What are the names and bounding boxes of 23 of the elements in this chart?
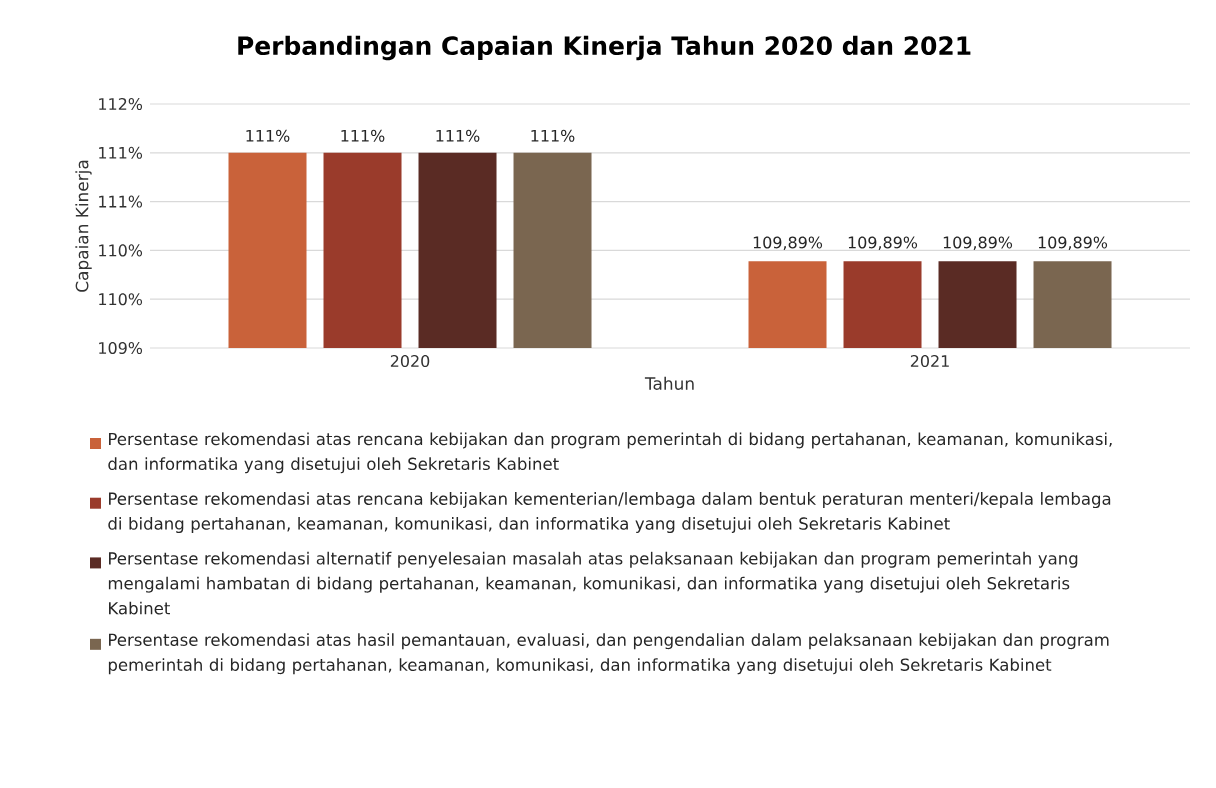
x-tick-label: 2021 — [910, 355, 949, 368]
y-tick-label: 110% — [99, 293, 143, 306]
y-tick-label: 111% — [99, 146, 143, 159]
x-tick-label: 2020 — [390, 355, 430, 368]
y-tick-label: 110% — [99, 244, 143, 257]
legend-label: Persentase rekomendasi atas rencana kebijakan dan program pemerintah di bidang pertahanan, keamanan, komunikasi, dan informatika yang disetujui oleh Sekretaris Kabinet — [108, 432, 1112, 474]
y-tick-label: 111% — [99, 195, 143, 208]
y-axis-title: Capaian Kinerja — [75, 160, 92, 292]
legend-label: Persentase rekomendasi atas rencana kebijakan kementerian/lembaga dalam bentuk peraturan menteri/kepala lembaga di bidang pertahanan, keamanan, komunikasi, dan informatika yang disetujui oleh Sekretaris Kabinet — [108, 492, 1111, 534]
legend-label: Persentase rekomendasi atas hasil pemantauan, evaluasi, dan pengendalian dalam pelaksanaan kebijakan dan program pemerintah di bidang pertahanan, keamanan, komunikasi, dan informatika yang disetujui oleh Sekretaris Kabinet — [108, 633, 1109, 675]
x-axis-title: Tahun — [644, 376, 694, 390]
data-label: 109,89% — [943, 236, 1013, 251]
data-label: 111% — [246, 129, 290, 142]
data-label: 109,89% — [848, 236, 918, 251]
data-label: 109,89% — [753, 236, 823, 251]
chart-title: Perbandingan Capaian Kinerja Tahun 2020 dan 2021 — [238, 35, 971, 61]
y-tick-label: 112% — [99, 97, 143, 111]
legend-label: Persentase rekomendasi alternatif penyelesaian masalah atas pelaksanaan kebijakan dan program pemerintah yang mengalami hambatan di bidang pertahanan, keamanan, komunikasi, dan informatika yang disetujui oleh Sekretaris Kabinet — [108, 551, 1078, 615]
data-label: 111% — [341, 129, 385, 142]
y-tick-label: 109% — [99, 341, 143, 355]
data-label: 111% — [436, 129, 480, 142]
data-label: 109,89% — [1038, 236, 1108, 251]
data-label: 111% — [531, 129, 575, 142]
